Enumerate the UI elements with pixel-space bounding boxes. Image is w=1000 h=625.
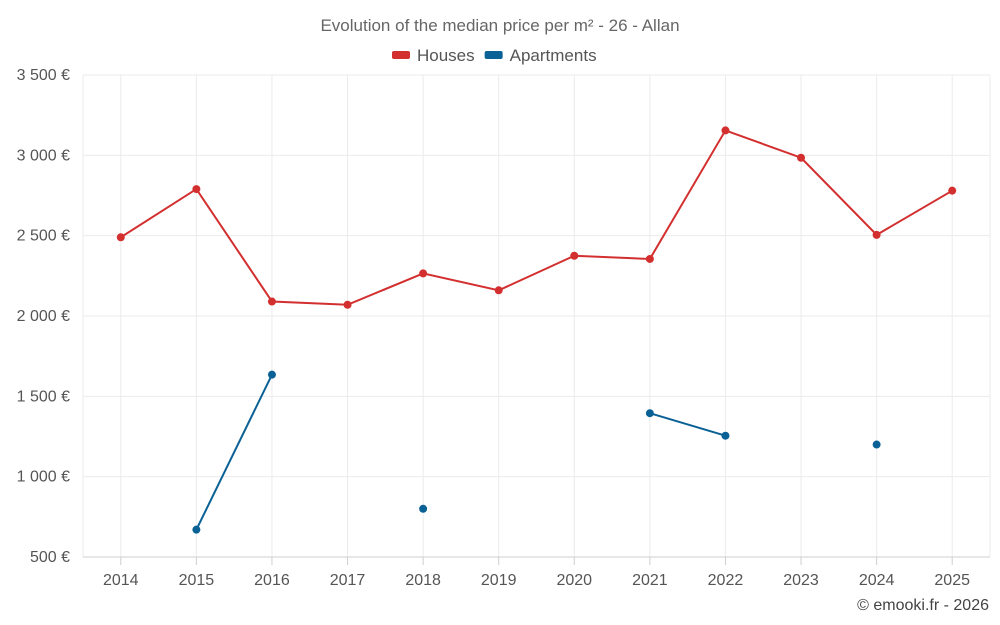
data-point[interactable] bbox=[419, 504, 428, 513]
data-point[interactable] bbox=[419, 269, 428, 278]
legend-swatch bbox=[484, 51, 503, 59]
x-tick-label: 2016 bbox=[254, 572, 290, 589]
data-point[interactable] bbox=[645, 254, 654, 263]
data-point[interactable] bbox=[872, 230, 881, 239]
x-tick-label: 2024 bbox=[859, 572, 895, 589]
series-line bbox=[120, 129, 953, 306]
copyright-credit: © emooki.fr - 2026 bbox=[857, 597, 989, 614]
data-point[interactable] bbox=[267, 370, 276, 379]
y-tick-label: 3 000 € bbox=[17, 147, 70, 164]
x-tick-label: 2021 bbox=[632, 572, 668, 589]
legend-swatch bbox=[392, 51, 410, 59]
y-tick-label: 1 000 € bbox=[17, 469, 70, 486]
data-point[interactable] bbox=[948, 186, 957, 195]
y-tick-label: 2 500 € bbox=[17, 228, 70, 245]
grid bbox=[82, 74, 991, 557]
legend-label: Houses bbox=[417, 46, 475, 65]
data-point[interactable] bbox=[343, 300, 352, 309]
x-tick-label: 2020 bbox=[556, 572, 592, 589]
y-tick-label: 3 500 € bbox=[17, 67, 70, 84]
series-houses bbox=[116, 126, 957, 309]
y-tick-label: 2 000 € bbox=[17, 308, 70, 325]
axes: 500 € 1 000 € 1 500 € 2 000 € 2 500 € 3 000 €… bbox=[17, 67, 990, 589]
legend: Houses Apartments bbox=[392, 46, 597, 65]
x-tick-label: 2022 bbox=[708, 572, 744, 589]
chart-title: Evolution of the median price per m² - 2… bbox=[320, 16, 679, 35]
x-tick-label: 2015 bbox=[179, 572, 215, 589]
series-line bbox=[195, 374, 273, 531]
x-tick-label: 2025 bbox=[934, 572, 970, 589]
legend-label: Apartments bbox=[510, 46, 597, 65]
x-tick-label: 2019 bbox=[481, 572, 517, 589]
data-point[interactable] bbox=[721, 126, 730, 135]
series-apartments bbox=[192, 370, 881, 534]
x-tick-label: 2014 bbox=[103, 572, 139, 589]
data-point[interactable] bbox=[267, 297, 276, 306]
y-tick-label: 1 500 € bbox=[17, 388, 70, 405]
legend-item-houses[interactable]: Houses bbox=[392, 46, 475, 65]
data-point[interactable] bbox=[797, 153, 806, 162]
x-tick-label: 2018 bbox=[405, 572, 441, 589]
data-point[interactable] bbox=[721, 431, 730, 440]
data-point[interactable] bbox=[192, 185, 201, 194]
data-point[interactable] bbox=[570, 251, 579, 260]
data-point[interactable] bbox=[494, 286, 503, 295]
x-tick-label: 2017 bbox=[330, 572, 366, 589]
data-point[interactable] bbox=[872, 440, 881, 449]
data-point[interactable] bbox=[116, 233, 125, 242]
x-tick-label: 2023 bbox=[783, 572, 819, 589]
y-tick-label: 500 € bbox=[30, 549, 70, 566]
legend-item-apartments[interactable]: Apartments bbox=[484, 46, 597, 65]
series-layer bbox=[116, 126, 957, 534]
data-point[interactable] bbox=[645, 409, 654, 418]
data-point[interactable] bbox=[192, 525, 201, 534]
series-line bbox=[649, 412, 726, 437]
